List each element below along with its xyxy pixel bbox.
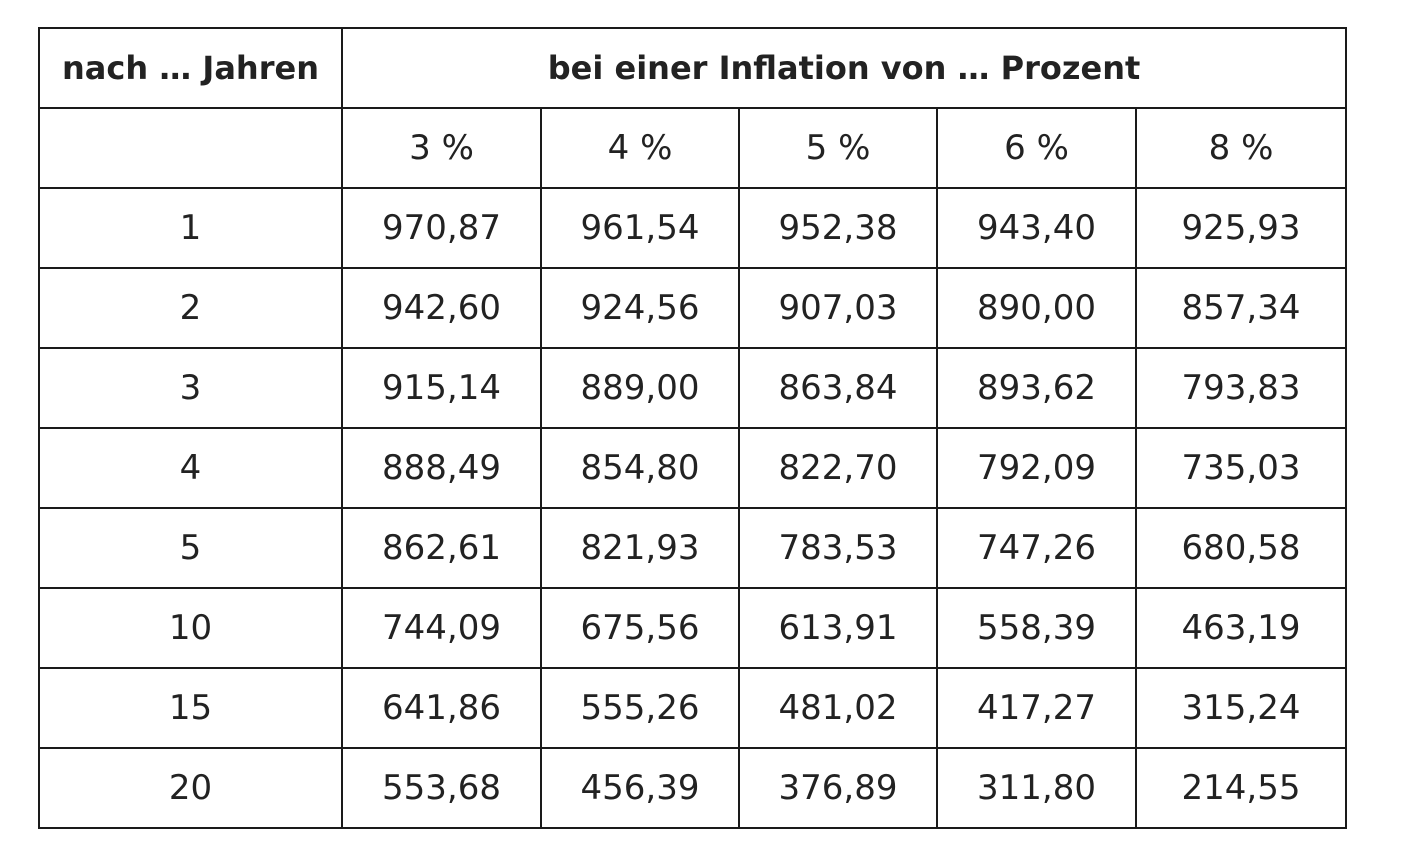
value-cell: 783,53 <box>738 507 938 589</box>
rate-cell: 3 % <box>341 107 542 189</box>
value-cell: 862,61 <box>341 507 542 589</box>
value-cell: 961,54 <box>540 187 740 269</box>
value-cell: 613,91 <box>738 587 938 669</box>
year-cell: 3 <box>38 347 343 429</box>
empty-cell <box>38 107 343 189</box>
data-row: 5 862,61 821,93 783,53 747,26 680,58 <box>38 507 1348 589</box>
data-row: 3 915,14 889,00 863,84 893,62 793,83 <box>38 347 1348 429</box>
value-cell: 924,56 <box>540 267 740 349</box>
value-cell: 822,70 <box>738 427 938 509</box>
value-cell: 792,09 <box>936 427 1137 509</box>
rate-cell: 8 % <box>1134 107 1348 189</box>
value-cell: 888,49 <box>341 427 542 509</box>
value-cell: 555,26 <box>540 667 740 749</box>
rate-cell: 4 % <box>540 107 740 189</box>
value-cell: 821,93 <box>540 507 740 589</box>
value-cell: 376,89 <box>738 747 938 829</box>
value-cell: 925,93 <box>1134 187 1348 269</box>
value-cell: 558,39 <box>936 587 1137 669</box>
data-row: 2 942,60 924,56 907,03 890,00 857,34 <box>38 267 1348 349</box>
year-cell: 5 <box>38 507 343 589</box>
value-cell: 970,87 <box>341 187 542 269</box>
value-cell: 952,38 <box>738 187 938 269</box>
rate-row: 3 % 4 % 5 % 6 % 8 % <box>38 107 1348 189</box>
year-cell: 20 <box>38 747 343 829</box>
value-cell: 857,34 <box>1134 267 1348 349</box>
value-cell: 907,03 <box>738 267 938 349</box>
year-cell: 10 <box>38 587 343 669</box>
rate-cell: 6 % <box>936 107 1137 189</box>
inflation-header: bei einer Inflation von … Prozent <box>340 27 1348 109</box>
value-cell: 481,02 <box>738 667 938 749</box>
value-cell: 417,27 <box>936 667 1137 749</box>
value-cell: 889,00 <box>540 347 740 429</box>
year-cell: 15 <box>38 667 343 749</box>
value-cell: 680,58 <box>1134 507 1348 589</box>
value-cell: 744,09 <box>341 587 542 669</box>
year-cell: 2 <box>38 267 343 349</box>
value-cell: 315,24 <box>1134 667 1348 749</box>
value-cell: 890,00 <box>936 267 1137 349</box>
value-cell: 943,40 <box>936 187 1137 269</box>
value-cell: 942,60 <box>341 267 542 349</box>
value-cell: 893,62 <box>936 347 1137 429</box>
table-body: 1 970,87 961,54 952,38 943,40 925,93 2 942,60 92… <box>38 187 1348 829</box>
value-cell: 456,39 <box>540 747 740 829</box>
value-cell: 793,83 <box>1134 347 1348 429</box>
years-header: nach … Jahren <box>38 27 343 109</box>
value-cell: 553,68 <box>341 747 542 829</box>
value-cell: 735,03 <box>1134 427 1348 509</box>
data-row: 10 744,09 675,56 613,91 558,39 463,19 <box>38 587 1348 669</box>
data-row: 15 641,86 555,26 481,02 417,27 315,24 <box>38 667 1348 749</box>
value-cell: 863,84 <box>738 347 938 429</box>
year-cell: 1 <box>38 187 343 269</box>
year-cell: 4 <box>38 427 343 509</box>
value-cell: 311,80 <box>936 747 1137 829</box>
data-row: 1 970,87 961,54 952,38 943,40 925,93 <box>38 187 1348 269</box>
data-row: 4 888,49 854,80 822,70 792,09 735,03 <box>38 427 1348 509</box>
value-cell: 854,80 <box>540 427 740 509</box>
inflation-table: nach … Jahren bei einer Inflation von … … <box>38 27 1348 829</box>
value-cell: 675,56 <box>540 587 740 669</box>
data-row: 20 553,68 456,39 376,89 311,80 214,55 <box>38 747 1348 829</box>
value-cell: 641,86 <box>341 667 542 749</box>
value-cell: 214,55 <box>1134 747 1348 829</box>
header-row: nach … Jahren bei einer Inflation von … … <box>38 27 1348 109</box>
rate-cell: 5 % <box>738 107 938 189</box>
value-cell: 747,26 <box>936 507 1137 589</box>
value-cell: 915,14 <box>341 347 542 429</box>
value-cell: 463,19 <box>1134 587 1348 669</box>
